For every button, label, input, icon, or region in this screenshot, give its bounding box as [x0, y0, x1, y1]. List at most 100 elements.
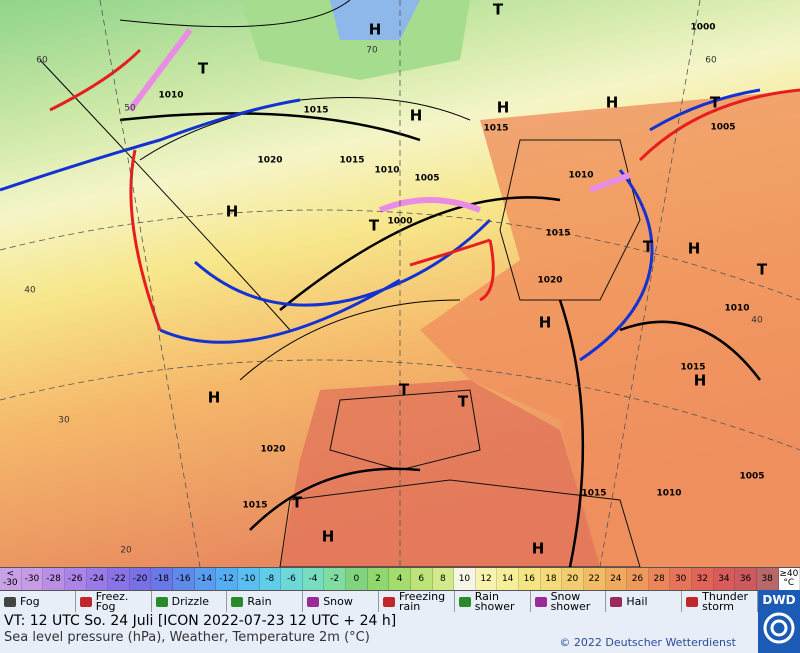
- scale-cell: -24: [86, 568, 109, 590]
- isobar-label: 1005: [710, 123, 735, 133]
- scale-cell: ≥40 °C: [778, 568, 800, 590]
- scale-cell: < -30: [0, 568, 22, 590]
- latitude-label: 30: [58, 416, 70, 426]
- latitude-label: 60: [36, 56, 48, 66]
- legend-icon: [79, 597, 92, 607]
- scale-cell: 6: [410, 568, 433, 590]
- pressure-center: T: [369, 217, 380, 235]
- scale-cell: 20: [562, 568, 584, 590]
- scale-cell: -8: [259, 568, 282, 590]
- scale-cell: -26: [64, 568, 87, 590]
- latitude-label: 60: [705, 56, 717, 66]
- isobar-label: 1000: [387, 217, 412, 227]
- pressure-center: H: [226, 203, 239, 221]
- legend-icon: [382, 597, 395, 607]
- scale-cell: -28: [43, 568, 65, 590]
- scale-cell: 32: [692, 568, 714, 590]
- cold-front: [0, 88, 761, 362]
- legend-item: Freezing rain: [379, 591, 455, 613]
- occlusion: [127, 28, 632, 213]
- temperature-scale: < -30 -30 -28 -26 -24 -22 -20 -18 -16 -14 -12 -10 -8…: [0, 567, 800, 590]
- latitude-label: 40: [24, 286, 36, 296]
- isobar-label: 1015: [303, 106, 328, 116]
- pressure-center: T: [198, 60, 209, 78]
- legend-text: Drizzle: [171, 595, 210, 608]
- isobar-label: 1010: [568, 171, 593, 181]
- scale-cell: 18: [540, 568, 563, 590]
- legend-text: Rain shower: [474, 590, 515, 613]
- scale-cell: -14: [194, 568, 217, 590]
- coastline: [329, 389, 481, 471]
- latitude-label: 70: [366, 46, 378, 56]
- graticule: [0, 0, 800, 567]
- legend-item: Snow: [303, 591, 379, 613]
- pressure-center: T: [643, 238, 654, 256]
- logo-icon: [763, 612, 795, 644]
- coastline: [279, 479, 641, 567]
- legend-text: Freezing rain: [398, 590, 446, 613]
- pressure-center: T: [710, 94, 721, 112]
- legend-item: Rain: [227, 591, 304, 613]
- scale-cell: 4: [389, 568, 411, 590]
- pressure-center: H: [532, 540, 545, 558]
- isobar-bold: [119, 112, 761, 567]
- pressure-center: H: [369, 21, 382, 39]
- isobar-label: 1015: [483, 124, 508, 134]
- legend-item: Hail: [606, 591, 683, 613]
- scale-cell: 12: [475, 568, 498, 590]
- pressure-center: H: [322, 528, 335, 546]
- isobar-label: 1005: [739, 472, 764, 482]
- scale-cell: -20: [129, 568, 152, 590]
- legend-text: Freez. Fog: [95, 590, 129, 613]
- valid-time: VT: 12 UTC So. 24 Juli [ICON 2022-07-23 …: [4, 613, 397, 629]
- scale-cell: 8: [432, 568, 455, 590]
- scale-cell: 38: [756, 568, 779, 590]
- isobar-label: 1010: [374, 166, 399, 176]
- copyright: © 2022 Deutscher Wetterdienst: [559, 636, 736, 649]
- scale-cell: 24: [605, 568, 628, 590]
- isobar-label: 1010: [158, 91, 183, 101]
- weather-legend: Fog Freez. Fog Drizzle Rain Snow Freezing rai…: [0, 590, 758, 614]
- warm-area: [420, 90, 800, 567]
- scale-cell: 2: [367, 568, 390, 590]
- isobar-label: 1000: [690, 23, 715, 33]
- legend-icon: [4, 597, 16, 607]
- legend-icon: [610, 597, 623, 607]
- legend-text: Rain: [247, 595, 272, 608]
- legend-item: Freez. Fog: [76, 591, 152, 613]
- legend-text: Snow shower: [550, 590, 591, 613]
- pressure-center: H: [539, 314, 552, 332]
- latitude-label: 20: [120, 546, 132, 556]
- pressure-center: T: [292, 494, 303, 512]
- pressure-center: T: [757, 261, 768, 279]
- pressure-center: H: [694, 372, 707, 390]
- pressure-center: H: [410, 107, 423, 125]
- isobar-label: 1015: [339, 156, 364, 166]
- legend-icon: [686, 597, 699, 607]
- scale-cell: 0: [346, 568, 368, 590]
- isobar-label: 1015: [680, 363, 705, 373]
- isobar-label: 1020: [257, 156, 282, 166]
- isobar-label: 1010: [724, 304, 749, 314]
- scale-cell: 34: [713, 568, 736, 590]
- legend-icon: [534, 597, 547, 607]
- cold-area: [330, 0, 420, 40]
- coastline: [499, 139, 641, 301]
- logo-text: DWD: [762, 593, 796, 607]
- scale-cell: 16: [519, 568, 541, 590]
- pressure-center: T: [399, 381, 410, 399]
- scale-cell: 26: [627, 568, 649, 590]
- warm-front: [49, 48, 800, 331]
- scale-cell: -18: [151, 568, 173, 590]
- pressure-center: T: [458, 393, 469, 411]
- legend-text: Hail: [626, 595, 648, 608]
- isobar-label: 1010: [656, 489, 681, 499]
- isobar-label: 1015: [581, 489, 606, 499]
- legend-icon: [155, 597, 168, 607]
- legend-icon: [231, 597, 244, 607]
- pressure-center: H: [688, 240, 701, 258]
- legend-icon: [458, 597, 471, 607]
- isobar-label: 1020: [260, 445, 285, 455]
- footer: VT: 12 UTC So. 24 Juli [ICON 2022-07-23 …: [0, 612, 758, 653]
